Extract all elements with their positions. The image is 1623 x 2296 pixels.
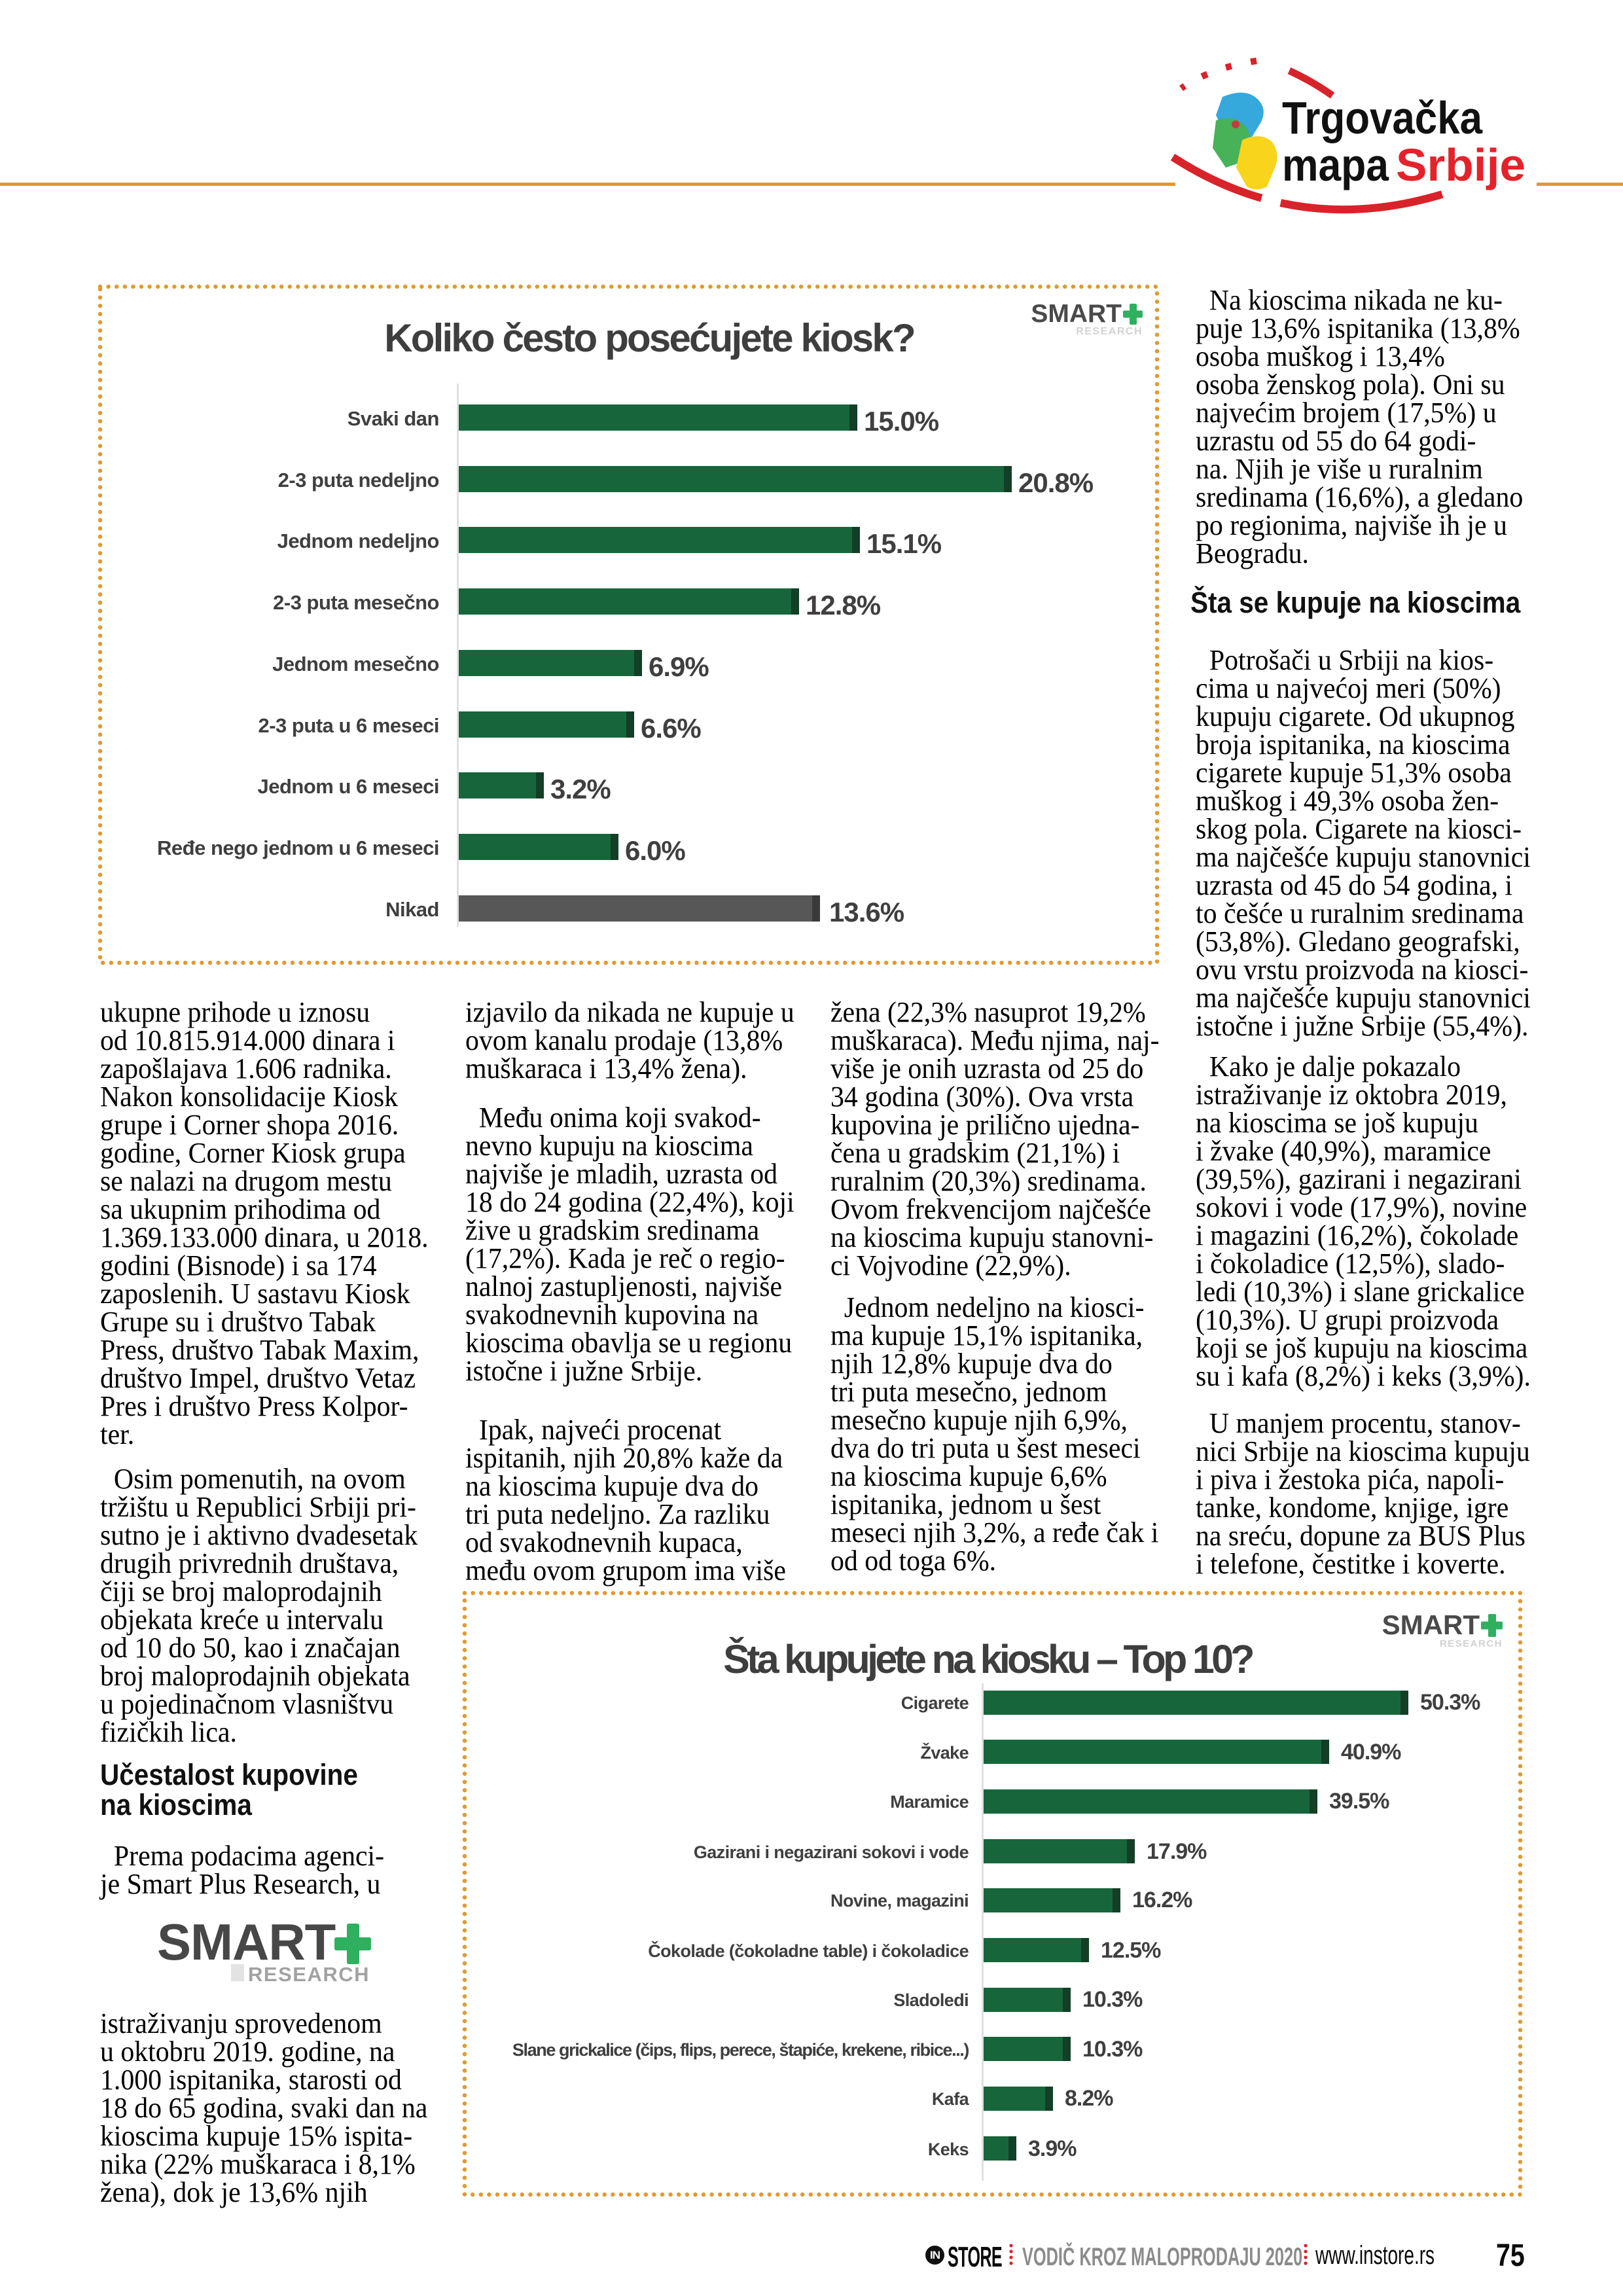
svg-text:Srbije: Srbije [1396, 139, 1525, 190]
svg-text:mapa: mapa [1282, 139, 1389, 190]
svg-text:Trgovačka: Trgovačka [1282, 92, 1483, 143]
